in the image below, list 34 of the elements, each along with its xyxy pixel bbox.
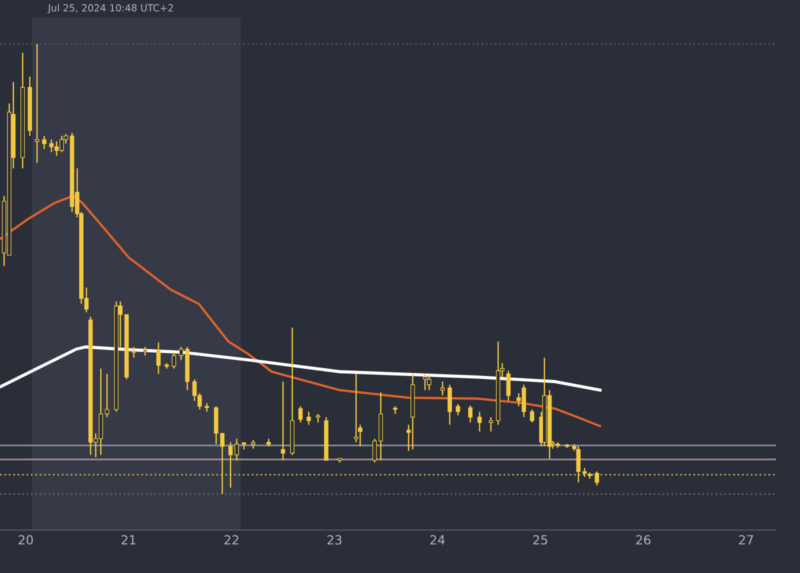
candlestick [530,408,534,424]
candlestick [488,416,494,432]
candlestick [456,403,460,416]
candlestick [228,442,233,488]
x-tick-label: 22 [224,535,238,544]
candlestick [576,446,581,483]
x-tick-label: 27 [739,535,754,544]
candlestick [34,44,40,164]
x-tick-label: 25 [533,535,548,545]
candlestick [440,380,445,396]
candlestick [354,373,358,443]
candlestick [427,374,432,391]
x-tick-label: 21 [122,535,136,544]
candlestick [234,438,239,461]
x-tick-label: 26 [636,535,650,545]
candlestick [280,380,286,461]
candlestick [298,406,303,424]
candlestick [132,346,136,358]
x-tick-label: 20 [18,535,33,545]
candlestick [448,384,452,426]
candlestick [42,135,46,150]
candlestick [594,470,600,486]
x-tick-label: 23 [327,535,342,545]
candlestick [306,411,311,426]
candlestick [506,370,511,402]
x-tick-label: 24 [430,535,445,544]
candlestick [204,402,210,412]
candlestick [477,411,482,432]
candlestick [468,404,472,424]
candlestick [156,342,161,375]
candlestick [422,373,428,391]
text: Jul 25, 2024 10:48 UTC+2 [47,4,173,14]
candlestick [172,352,176,370]
candlestick [104,373,110,418]
